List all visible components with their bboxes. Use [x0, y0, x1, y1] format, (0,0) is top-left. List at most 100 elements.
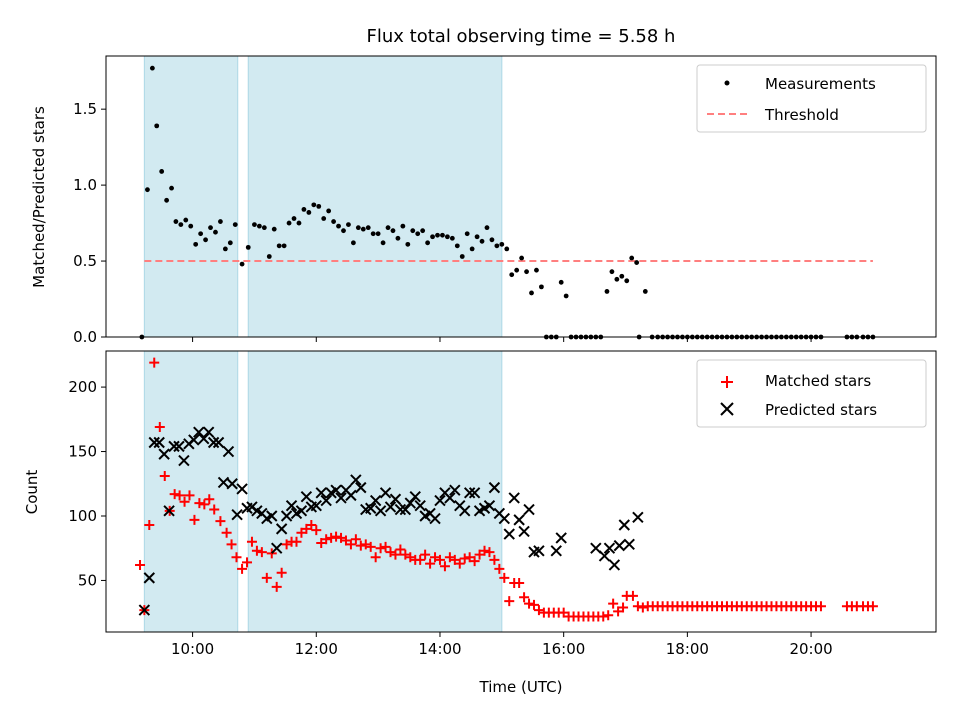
- measurement-point: [499, 241, 505, 247]
- matched-stars-point: [618, 602, 629, 613]
- predicted-stars-point: [365, 502, 377, 514]
- predicted-stars-point: [310, 499, 322, 512]
- measurement-point: [311, 202, 317, 208]
- matched-stars-point: [179, 496, 190, 507]
- matched-stars-point: [519, 592, 530, 603]
- matched-stars-point: [420, 549, 431, 560]
- predicted-stars-point: [143, 572, 156, 584]
- measurement-point: [360, 226, 366, 232]
- matched-stars-point: [355, 540, 366, 551]
- bottom-y-tick-label: 200: [68, 378, 97, 396]
- measurement-point: [256, 223, 262, 229]
- measurement-point: [425, 240, 431, 246]
- measurement-point: [245, 244, 251, 250]
- matched-stars-point: [454, 558, 465, 569]
- top-observing-window-1: [247, 55, 503, 338]
- matched-stars-point: [159, 471, 170, 482]
- measurement-point: [208, 225, 213, 231]
- measurement-point: [321, 216, 327, 221]
- matched-stars-point: [350, 534, 361, 545]
- measurement-point: [301, 207, 307, 212]
- measurement-point: [504, 246, 510, 252]
- matched-stars-point: [154, 422, 165, 433]
- matched-stars-point: [504, 596, 515, 607]
- matched-stars-point: [256, 547, 267, 558]
- matched-stars-point: [226, 539, 237, 550]
- matched-stars-point: [499, 572, 510, 583]
- predicted-stars-point: [409, 490, 421, 503]
- measurement-point: [474, 234, 480, 240]
- predicted-stars-point: [550, 545, 562, 557]
- predicted-stars-point: [266, 510, 278, 522]
- matched-stars-point: [425, 558, 436, 569]
- matched-stars-point: [221, 527, 232, 538]
- predicted-stars-point: [295, 505, 308, 517]
- matched-stars-point: [321, 534, 332, 545]
- measurement-point: [306, 210, 312, 215]
- measurement-point: [629, 255, 635, 261]
- measurement-point: [479, 238, 485, 244]
- measurement-point: [634, 260, 640, 265]
- measurement-point: [435, 232, 440, 238]
- predicted-stars-point: [168, 440, 180, 453]
- measurement-point: [169, 185, 174, 191]
- measurement-point: [198, 231, 204, 237]
- matched-stars-point: [251, 545, 262, 556]
- matched-stars-point: [395, 544, 406, 555]
- measurement-point: [469, 246, 475, 252]
- matched-stars-point: [375, 543, 386, 554]
- measurement-point: [222, 246, 228, 252]
- legend-matched-marker: [721, 376, 733, 388]
- measurement-point: [159, 169, 165, 174]
- measurement-point: [218, 219, 223, 224]
- predicted-stars-point: [603, 542, 616, 554]
- top-windows: [143, 55, 503, 338]
- measurement-point: [375, 231, 381, 237]
- measurement-point: [326, 208, 332, 214]
- measurement-point: [619, 273, 625, 279]
- top-legend: Measurements Threshold: [696, 64, 927, 133]
- measurement-point: [430, 234, 435, 240]
- predicted-stars-point: [138, 604, 151, 616]
- x-tick-label: 20:00: [789, 640, 832, 658]
- top-panel: 0.0 0.5 1.0 1.5 Matched/Predicted stars Mea…: [30, 55, 937, 346]
- measurement-point: [445, 234, 450, 240]
- matched-stars-point: [345, 539, 356, 550]
- measurement-point: [232, 222, 238, 228]
- measurement-point: [291, 216, 297, 221]
- matched-stars-point: [365, 541, 376, 552]
- matched-stars-point: [204, 494, 215, 505]
- matched-stars-point: [215, 516, 226, 527]
- measurement-point: [642, 289, 648, 294]
- matched-stars-point: [174, 490, 185, 501]
- measurement-point: [514, 267, 520, 273]
- measurement-point: [276, 243, 282, 249]
- predicted-stars-point: [158, 448, 170, 460]
- matched-stars-point: [331, 531, 342, 542]
- bottom-observing-window-1: [247, 350, 503, 633]
- measurement-point: [261, 225, 267, 231]
- measurement-point: [380, 240, 386, 246]
- matched-stars-point: [632, 601, 643, 612]
- matched-stars-point: [627, 590, 638, 601]
- x-tick-label: 12:00: [295, 640, 338, 658]
- predicted-stars-point: [503, 528, 515, 540]
- measurement-point: [145, 187, 150, 193]
- measurement-point: [193, 241, 199, 247]
- matched-stars-point: [380, 541, 391, 552]
- bottom-markers-predicted: [138, 426, 644, 616]
- legend-predicted-marker: [720, 402, 734, 416]
- predicted-stars-point: [148, 436, 160, 449]
- measurement-point: [529, 290, 534, 296]
- bottom-y-tick-label: 50: [78, 571, 97, 589]
- predicted-stars-point: [193, 426, 205, 438]
- predicted-stars-point: [212, 436, 225, 449]
- measurement-point: [464, 231, 470, 237]
- predicted-stars-point: [508, 492, 520, 504]
- top-y-tick-label: 1.0: [73, 176, 97, 194]
- predicted-stars-point: [414, 499, 426, 512]
- measurement-point: [271, 226, 277, 232]
- matched-stars-point: [867, 601, 878, 612]
- measurement-point: [213, 229, 218, 235]
- predicted-stars-point: [459, 505, 471, 517]
